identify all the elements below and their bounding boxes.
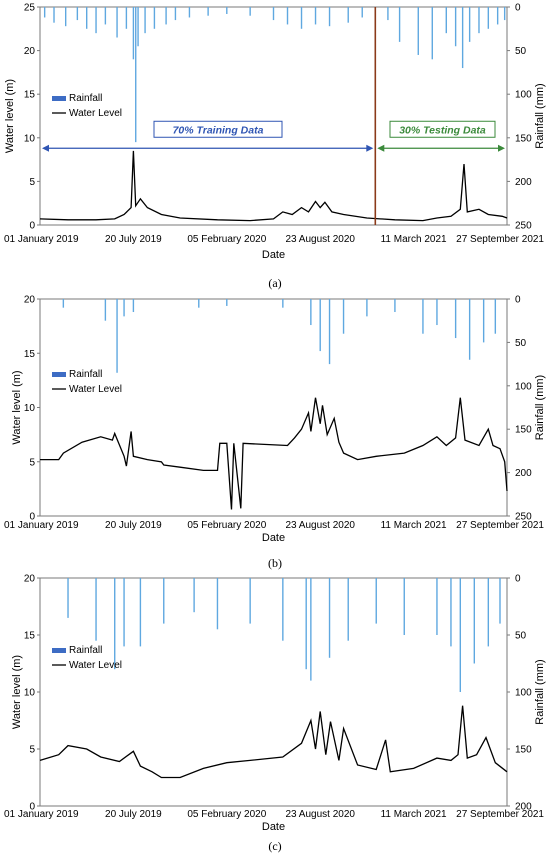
testing-box (389, 120, 496, 138)
panel-caption: (a) (268, 276, 281, 290)
y-right-tick-label: 100 (515, 381, 532, 392)
training-arrow-head-left (42, 144, 49, 152)
y-left-axis-title: Water level (m) (11, 655, 23, 729)
x-tick-label: 05 February 2020 (187, 809, 266, 820)
x-axis-title: Date (262, 821, 285, 833)
training-arrow-head-right (366, 144, 374, 152)
x-tick-label: 05 February 2020 (187, 520, 266, 531)
y-right-tick-label: 100 (515, 688, 532, 699)
x-tick-label: 27 September 2021 (456, 809, 544, 820)
y-right-tick-label: 150 (515, 425, 532, 436)
y-left-tick-label: 0 (29, 221, 35, 232)
x-tick-label: 23 August 2020 (285, 234, 355, 245)
y-right-tick-label: 100 (515, 90, 532, 101)
x-tick-label: 23 August 2020 (285, 809, 355, 820)
y-left-tick-label: 15 (24, 631, 36, 642)
legend-rainfall-swatch (52, 96, 66, 101)
legend-rainfall-swatch (52, 648, 66, 653)
testing-arrow-head-right (498, 144, 505, 152)
testing-arrow-head-left (377, 144, 385, 152)
y-right-tick-label: 200 (515, 802, 532, 813)
y-right-tick-label: 0 (515, 3, 521, 14)
y-left-tick-label: 5 (29, 177, 35, 188)
x-tick-label: 11 March 2021 (381, 520, 447, 531)
y-left-tick-label: 5 (29, 745, 35, 756)
y-left-tick-label: 15 (24, 349, 36, 360)
y-left-tick-label: 5 (29, 457, 35, 468)
water-level-line (39, 705, 508, 779)
y-left-axis-title: Water level (m) (11, 370, 23, 444)
x-tick-label: 01 January 2019 (4, 520, 79, 531)
plot-frame (39, 298, 508, 517)
y-right-tick-label: 50 (515, 338, 527, 349)
y-right-tick-label: 0 (515, 295, 521, 306)
y-left-tick-label: 0 (29, 802, 35, 813)
y-right-tick-label: 250 (515, 512, 532, 523)
training-label: 70% Training Data (173, 124, 264, 136)
x-tick-label: 20 July 2019 (105, 809, 162, 820)
y-right-axis-title: Rainfall (mm) (534, 83, 546, 148)
y-left-tick-label: 20 (24, 46, 36, 57)
y-left-tick-label: 10 (24, 688, 36, 699)
y-right-tick-label: 250 (515, 221, 532, 232)
x-tick-label: 20 July 2019 (105, 520, 162, 531)
x-tick-label: 27 September 2021 (456, 234, 544, 245)
x-tick-label: 11 March 2021 (381, 234, 447, 245)
y-right-tick-label: 50 (515, 46, 527, 57)
water-level-line (39, 150, 508, 222)
panel-caption: (c) (268, 839, 281, 853)
panel-caption: (b) (268, 556, 282, 570)
y-right-tick-label: 200 (515, 468, 532, 479)
x-axis-title: Date (262, 249, 285, 261)
legend-rainfall-swatch (52, 372, 66, 377)
testing-label: 30% Testing Data (399, 124, 486, 136)
legend-rainfall-label: Rainfall (69, 369, 102, 380)
x-tick-label: 05 February 2020 (187, 234, 266, 245)
y-right-axis-title: Rainfall (mm) (534, 659, 546, 724)
x-tick-label: 01 January 2019 (4, 234, 79, 245)
x-tick-label: 27 September 2021 (456, 520, 544, 531)
x-tick-label: 20 July 2019 (105, 234, 162, 245)
legend-water-level-label: Water Level (69, 108, 122, 119)
legend-rainfall-label: Rainfall (69, 93, 102, 104)
legend-water-level-label: Water Level (69, 660, 122, 671)
y-right-tick-label: 200 (515, 177, 532, 188)
y-right-tick-label: 150 (515, 745, 532, 756)
y-left-tick-label: 10 (24, 133, 36, 144)
x-tick-label: 11 March 2021 (381, 809, 447, 820)
legend-water-level-label: Water Level (69, 384, 122, 395)
y-left-tick-label: 20 (24, 295, 36, 306)
x-tick-label: 01 January 2019 (4, 809, 79, 820)
y-left-tick-label: 0 (29, 512, 35, 523)
y-right-tick-label: 50 (515, 631, 527, 642)
y-left-tick-label: 10 (24, 403, 36, 414)
y-right-tick-label: 0 (515, 574, 521, 585)
water-level-line (40, 397, 508, 510)
legend-rainfall-label: Rainfall (69, 645, 102, 656)
y-left-axis-title: Water level (m) (4, 79, 16, 153)
y-right-tick-label: 150 (515, 133, 532, 144)
y-left-tick-label: 15 (24, 90, 36, 101)
x-tick-label: 23 August 2020 (285, 520, 355, 531)
y-right-axis-title: Rainfall (mm) (534, 375, 546, 440)
y-left-tick-label: 20 (24, 574, 36, 585)
y-left-tick-label: 25 (24, 3, 36, 14)
x-axis-title: Date (262, 532, 285, 544)
training-box (153, 120, 283, 138)
